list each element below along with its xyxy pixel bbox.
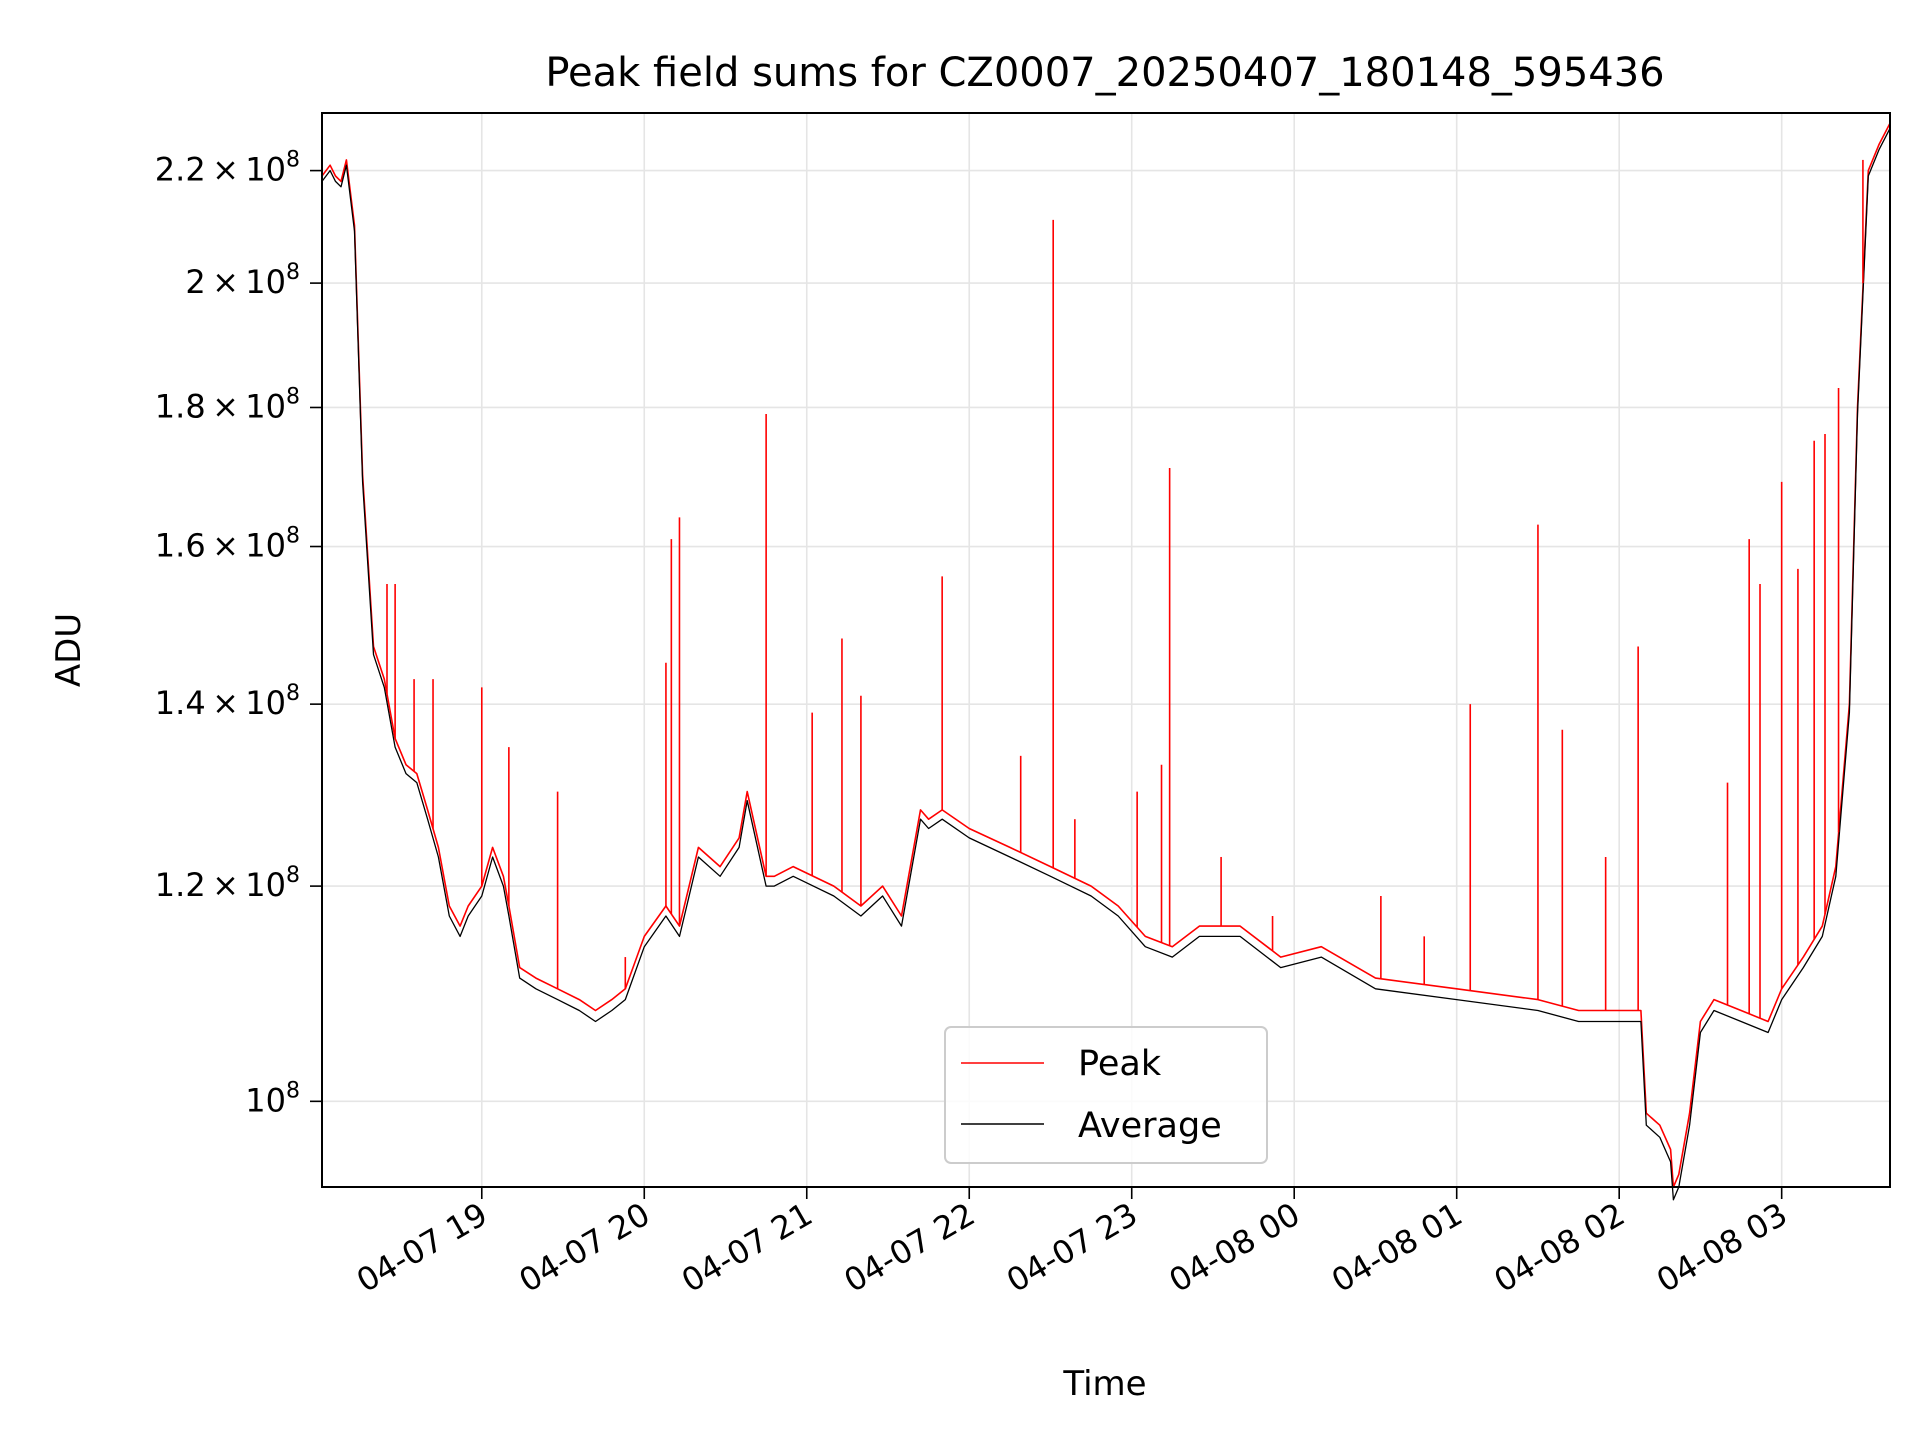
y-tick-label: 1.8 × 108 <box>155 384 300 425</box>
y-tick-label: 2.2 × 108 <box>155 148 300 189</box>
series-layer <box>321 122 1891 1201</box>
y-tick-label: 1.4 × 108 <box>155 681 300 722</box>
legend: Peak Average <box>944 1026 1268 1164</box>
y-tick-label: 108 <box>245 1078 300 1119</box>
chart-title: Peak field sums for CZ0007_20250407_1801… <box>545 50 1664 96</box>
y-tick-label: 1.6 × 108 <box>155 524 300 565</box>
x-axis-label: Time <box>1062 1364 1146 1404</box>
y-axis: 108 1.2 × 108 1.4 × 108 1.6 × 108 1.8 × 108 2… <box>155 148 322 1119</box>
legend-box <box>944 1026 1268 1164</box>
y-tick-label: 1.2 × 108 <box>155 863 300 904</box>
plot-frame <box>321 112 1891 1188</box>
series-line-peak <box>321 122 1891 1188</box>
legend-label-peak: Peak <box>1078 1044 1162 1084</box>
legend-label-average: Average <box>1078 1106 1222 1146</box>
y-axis-label: ADU <box>49 613 89 687</box>
series-line-average <box>321 128 1891 1201</box>
y-tick-label: 2 × 108 <box>185 260 300 301</box>
